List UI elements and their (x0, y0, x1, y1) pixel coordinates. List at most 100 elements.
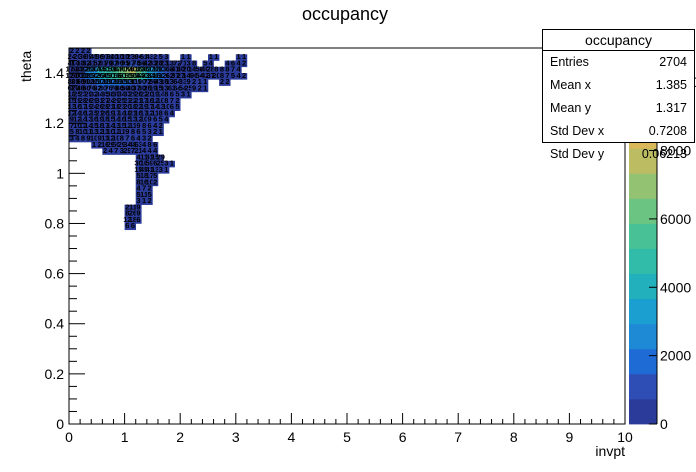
heatmap-bin (163, 91, 170, 99)
bin-count-label: 13 (68, 102, 76, 111)
bin-count-label: 5100 (102, 65, 119, 74)
heatmap-bin (169, 160, 175, 168)
heatmap-bin (124, 204, 131, 212)
heatmap-bin (146, 185, 153, 193)
bin-count-label: 149 (188, 65, 201, 74)
bin-count-label: 2 (75, 46, 79, 55)
bin-count-label: 4400 (136, 71, 153, 80)
heatmap-bin (130, 116, 137, 124)
heatmap-bin (135, 85, 142, 93)
bin-count-label: 8 (142, 121, 146, 130)
heatmap-bin (163, 116, 170, 124)
bin-count-label: 1 (159, 127, 163, 136)
bin-count-label: 12 (79, 121, 87, 130)
heatmap-bin (146, 142, 153, 149)
heatmap-bin (130, 148, 137, 155)
bin-count-label: 18 (140, 171, 148, 180)
heatmap-bin (169, 98, 175, 105)
bin-count-label: 15 (123, 115, 131, 124)
bin-count-label: 94 (107, 52, 116, 61)
bin-count-label: 160 (160, 77, 173, 86)
heatmap-bin (224, 60, 231, 68)
color-scale-step (629, 348, 657, 375)
y-tick-label: 0.6 (45, 266, 65, 282)
stats-row-stddev-y: Std Dev y 0.06213 (543, 143, 694, 166)
heatmap-bin (135, 160, 142, 168)
bin-count-label: 7 (125, 134, 129, 143)
bin-count-label: 10 (140, 115, 148, 124)
heatmap-bin (119, 135, 125, 143)
bin-count-label: 3300 (141, 71, 158, 80)
heatmap-bin (169, 104, 175, 111)
bin-count-label: 17 (79, 102, 87, 111)
bin-count-label: 760 (104, 83, 117, 92)
heatmap-bin (163, 98, 170, 105)
heatmap-bin (202, 79, 209, 86)
bin-count-label: 17 (140, 96, 148, 105)
bin-count-label: 820 (110, 58, 123, 67)
bin-count-label: 71 (179, 58, 187, 67)
heatmap-bin (124, 85, 131, 93)
bin-count-label: 7 (142, 184, 146, 193)
heatmap-bin (85, 98, 92, 105)
heatmap-bin (163, 66, 170, 74)
heatmap-bin (69, 91, 75, 99)
bin-count-label: 600 (77, 77, 90, 86)
bin-count-label: 7 (114, 146, 118, 155)
heatmap-bin (124, 123, 131, 130)
heatmap-bin (141, 154, 148, 162)
bin-count-label: 560 (149, 77, 162, 86)
bin-count-label: 2 (125, 202, 129, 211)
heatmap-bin (80, 116, 86, 124)
heatmap-bin (74, 104, 81, 111)
heatmap-bin (124, 60, 131, 68)
heatmap-bin (185, 60, 192, 68)
heatmap-bin (102, 135, 109, 143)
bin-count-label: 12 (123, 121, 131, 130)
bin-count-label: 2 (225, 77, 229, 86)
bin-count-label: 270 (177, 71, 190, 80)
heatmap-bin (85, 48, 92, 55)
heatmap-bin (169, 79, 175, 86)
heatmap-bin (74, 129, 81, 137)
heatmap-bin (119, 66, 125, 74)
bin-count-label: 28 (207, 65, 215, 74)
heatmap-bin (113, 91, 120, 99)
bin-count-label: 9 (136, 209, 140, 218)
heatmap-bin (124, 66, 131, 74)
z-tick-label: 8000 (660, 143, 691, 159)
bin-count-label: 4 (225, 58, 230, 67)
heatmap-bin (185, 54, 192, 61)
heatmap-bin (219, 79, 225, 86)
heatmap-bin (107, 116, 114, 124)
heatmap-bin (80, 129, 86, 137)
heatmap-bin (146, 73, 153, 80)
heatmap-bin (135, 210, 142, 218)
bin-count-label: 5 (159, 115, 163, 124)
bin-count-label: 4 (236, 58, 241, 67)
heatmap-bin (80, 135, 86, 143)
heatmap-bin (241, 54, 248, 61)
heatmap-bin (113, 142, 120, 149)
bin-count-label: 2 (242, 58, 246, 67)
z-tick-label: 6000 (660, 211, 691, 227)
bin-count-label: 10 (107, 127, 115, 136)
heatmap-bin (191, 85, 198, 93)
heatmap-bin (119, 129, 125, 137)
bin-count-label: 11 (101, 134, 109, 143)
bin-count-label: 18 (129, 215, 137, 224)
bin-count-label: 11 (129, 202, 137, 211)
bin-count-label: 23 (123, 96, 131, 105)
y-tick-label: 0.2 (45, 366, 65, 382)
bin-count-label: 8 (136, 177, 140, 186)
bin-count-label: 900 (116, 58, 129, 67)
bin-count-label: 2 (153, 52, 157, 61)
heatmap-bin (107, 104, 114, 111)
bin-count-label: 59 (145, 159, 153, 168)
bin-count-label: 11 (101, 127, 109, 136)
bin-count-label: 1 (242, 52, 246, 61)
bin-count-label: 25 (73, 90, 81, 99)
bin-count-label: 3 (136, 196, 140, 205)
bin-count-label: 14 (151, 102, 160, 111)
bin-count-label: 2 (192, 77, 196, 86)
